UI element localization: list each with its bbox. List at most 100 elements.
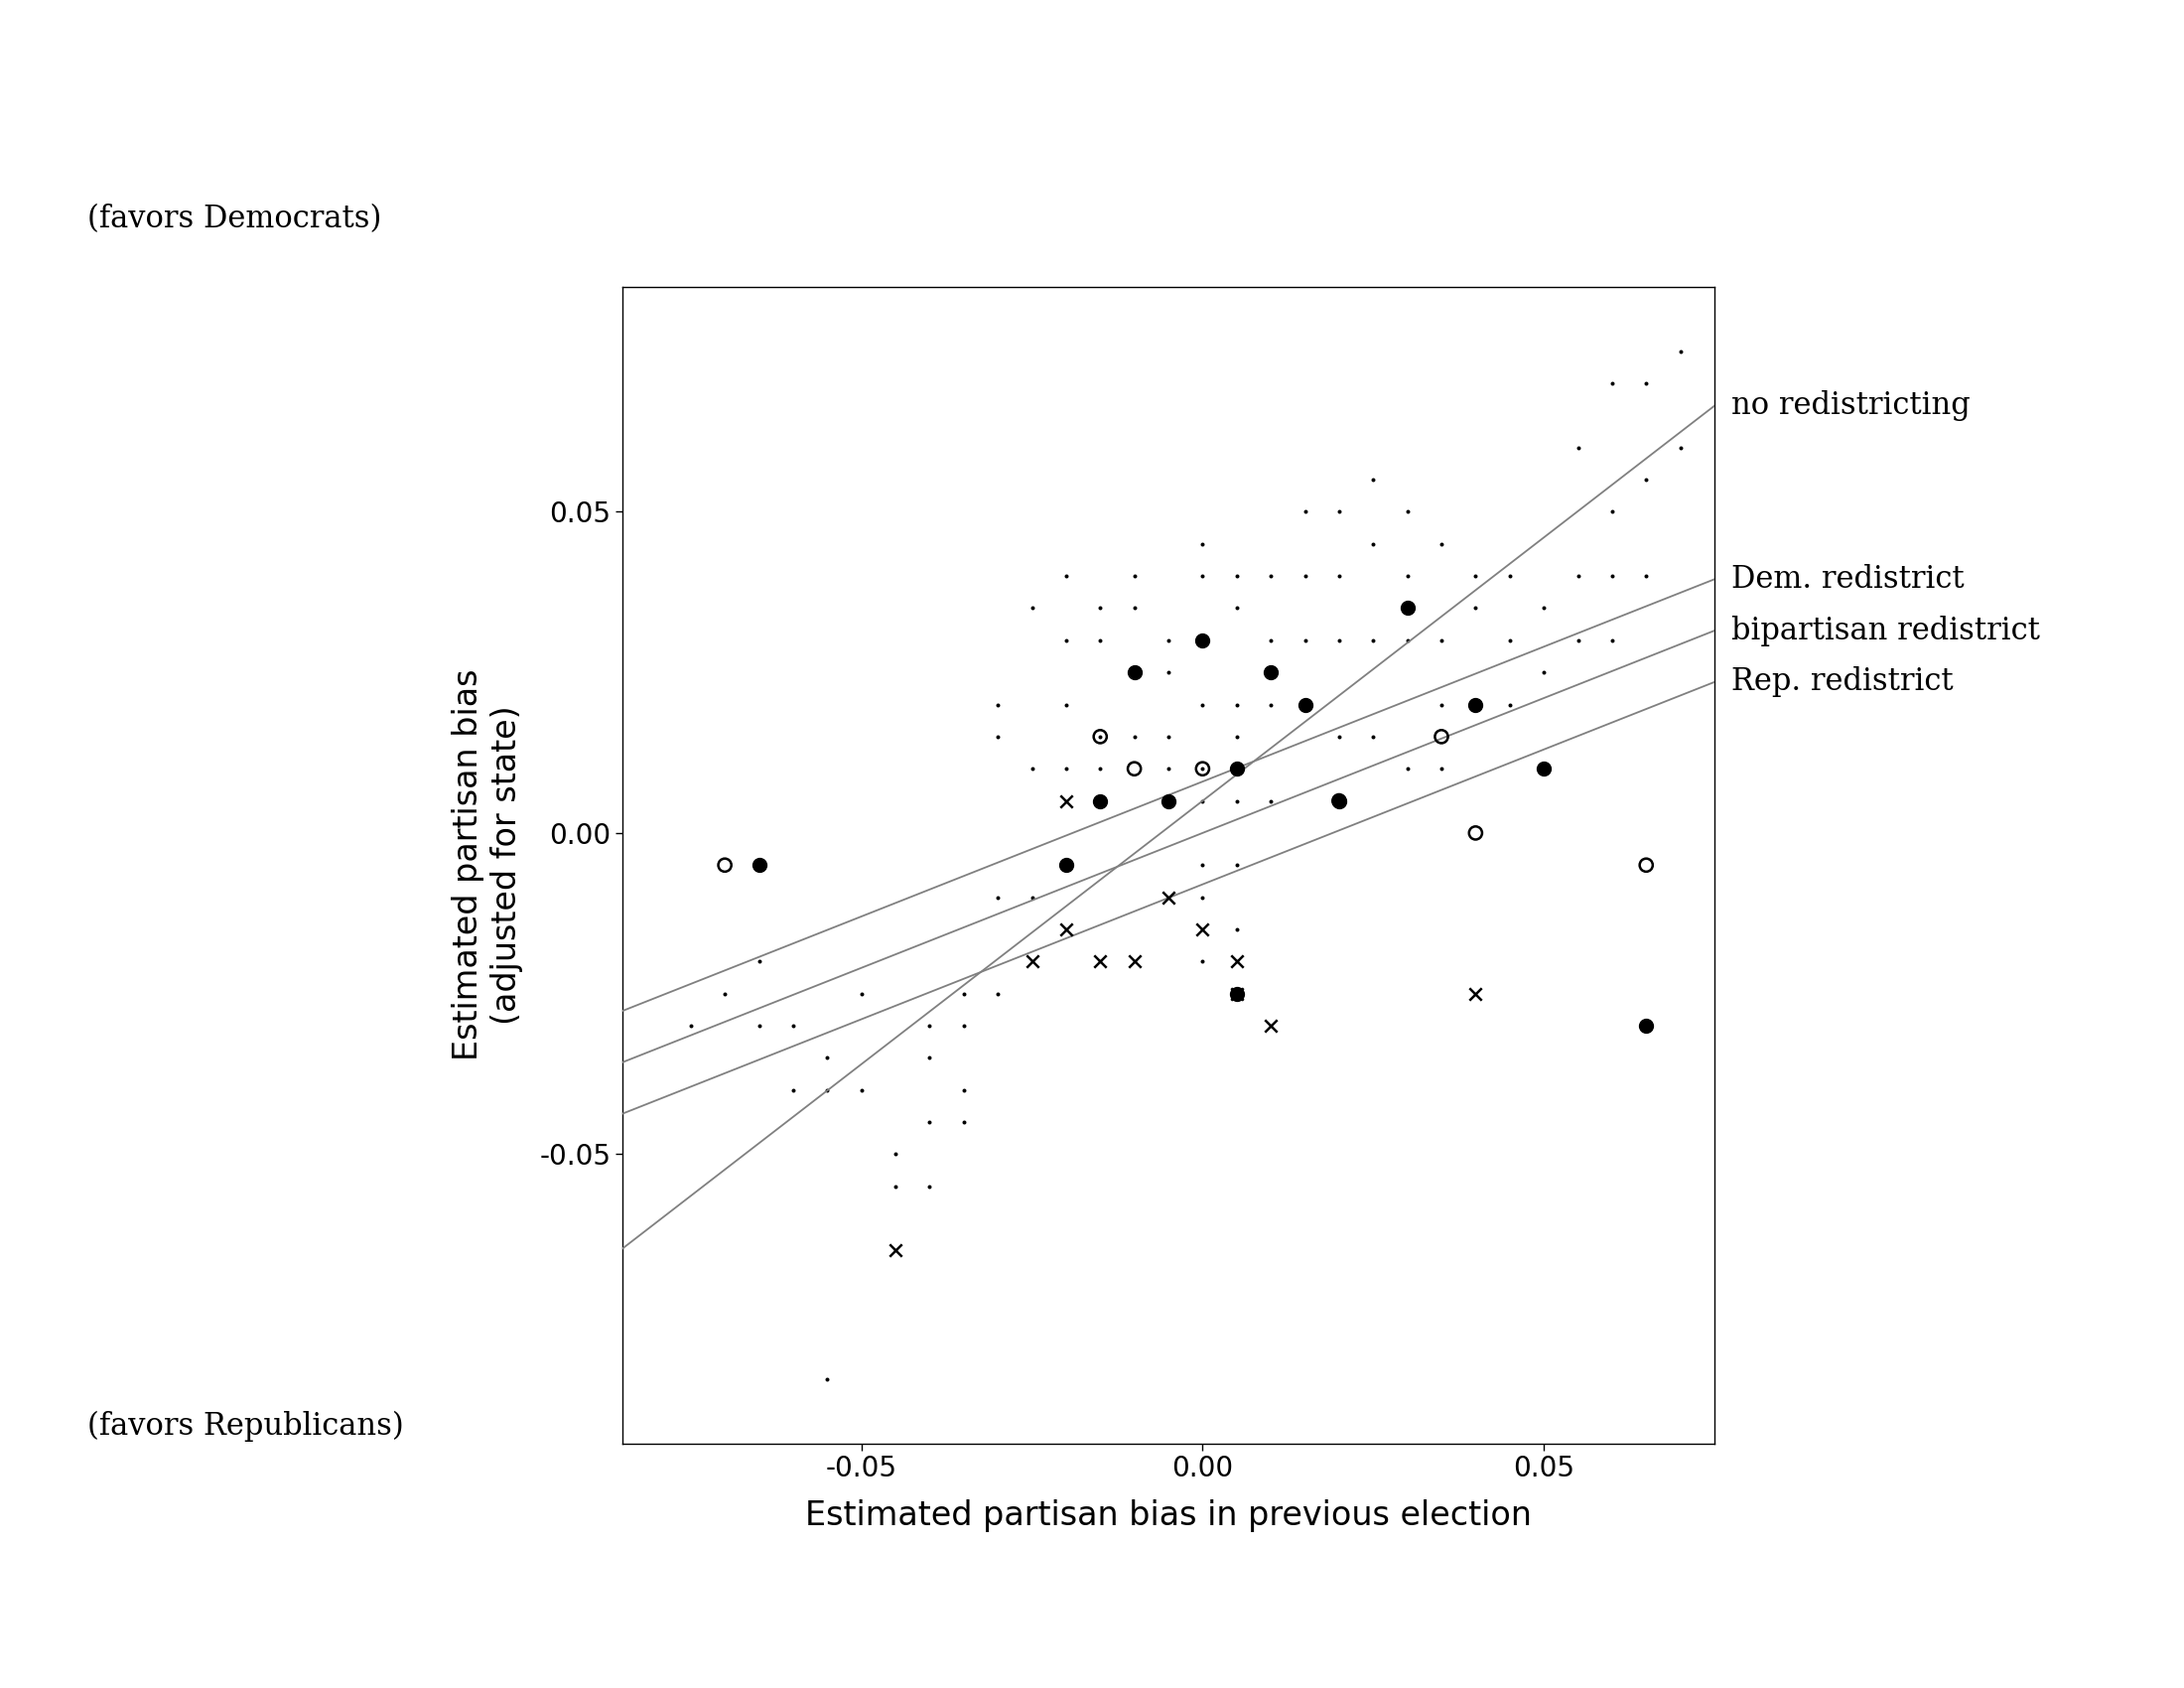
Point [1321,787,1356,814]
Point [1186,690,1221,717]
Point [1083,949,1118,976]
Point [810,1045,845,1072]
Text: no redistricting: no redistricting [1732,390,1970,422]
Text: bipartisan redistrict: bipartisan redistrict [1732,614,2040,647]
Text: (favors Democrats): (favors Democrats) [87,204,382,235]
Point [743,949,778,976]
Point [1083,626,1118,653]
Point [1321,722,1356,749]
Point [1083,722,1118,749]
Point [1048,562,1083,589]
Point [1186,787,1221,814]
Point [1116,755,1151,782]
Text: Rep. redistrict: Rep. redistrict [1732,667,1952,697]
Point [1219,722,1254,749]
Point [1151,885,1186,912]
Point [1013,755,1048,782]
Point [1289,562,1324,589]
Point [1254,658,1289,685]
Point [1116,658,1151,685]
Point [1594,626,1629,653]
Point [743,851,778,878]
Point [1186,530,1221,557]
Point [1219,690,1254,717]
Point [810,1077,845,1104]
Point [878,1237,913,1264]
Point [1083,787,1118,814]
Point [1389,562,1424,589]
Point [775,1077,810,1104]
Point [1424,755,1459,782]
Point [1219,949,1254,976]
Point [946,1077,981,1104]
Point [708,851,743,878]
Point [946,1013,981,1040]
Point [1321,626,1356,653]
Point [1356,626,1391,653]
Point [1559,562,1594,589]
Point [1083,722,1118,749]
Point [843,981,878,1008]
Point [810,1366,845,1393]
Point [1629,466,1664,493]
Point [913,1045,948,1072]
Point [1151,658,1186,685]
Point [1219,981,1254,1008]
Point [1459,981,1494,1008]
Point [1186,562,1221,589]
Point [1116,594,1151,621]
Point [1662,338,1697,365]
Point [1356,530,1391,557]
Point [1116,722,1151,749]
Point [981,885,1016,912]
Point [1492,690,1527,717]
Point [1424,690,1459,717]
Point [1186,917,1221,944]
Point [843,1077,878,1104]
Point [1527,594,1562,621]
Point [1424,722,1459,749]
Point [1527,755,1562,782]
Point [1459,562,1494,589]
Point [1356,466,1391,493]
Point [1492,562,1527,589]
Point [946,1109,981,1136]
Point [743,1013,778,1040]
Point [1083,755,1118,782]
Point [1254,626,1289,653]
Point [1289,690,1324,717]
Point [1662,434,1697,461]
Point [1629,370,1664,397]
Point [1424,626,1459,653]
Point [1219,562,1254,589]
Point [1629,851,1664,878]
Point [1116,658,1151,685]
Point [708,981,743,1008]
Point [1594,370,1629,397]
Point [981,722,1016,749]
Point [1048,787,1083,814]
Point [1151,755,1186,782]
Point [1254,690,1289,717]
Point [1389,755,1424,782]
Point [1424,530,1459,557]
Point [878,1141,913,1168]
Point [1389,594,1424,621]
Point [1219,981,1254,1008]
Point [1151,787,1186,814]
Point [1219,755,1254,782]
Point [1254,562,1289,589]
Point [1083,594,1118,621]
Point [913,1109,948,1136]
Point [1048,626,1083,653]
Point [1186,626,1221,653]
Point [1116,949,1151,976]
Point [1629,1013,1664,1040]
Point [1116,562,1151,589]
Point [1048,690,1083,717]
Point [1013,885,1048,912]
Point [1527,658,1562,685]
Point [1186,949,1221,976]
Point [1389,626,1424,653]
Point [1048,851,1083,878]
